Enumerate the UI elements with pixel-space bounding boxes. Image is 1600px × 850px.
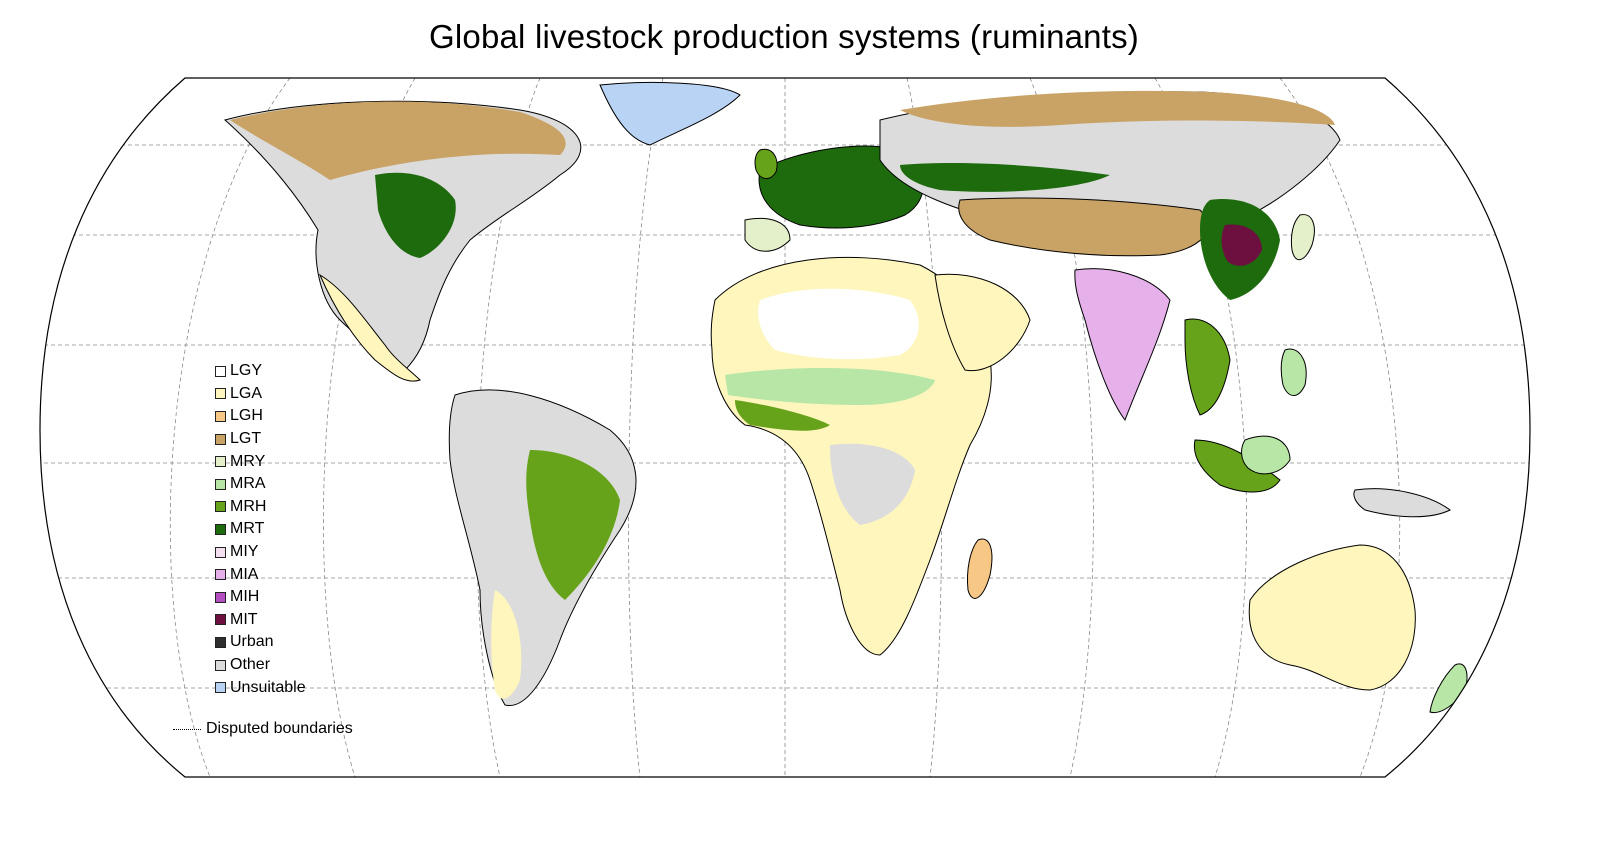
- legend-item: MRY: [215, 450, 306, 473]
- madagascar: [967, 538, 993, 599]
- new-zealand: [1429, 663, 1468, 714]
- legend-item: Urban: [215, 631, 306, 654]
- legend-label: Unsuitable: [230, 678, 306, 696]
- legend-item: MRA: [215, 473, 306, 496]
- legend-swatch: [215, 388, 226, 400]
- legend-item: LGT: [215, 428, 306, 451]
- greenland: [599, 81, 741, 146]
- legend-item: MIY: [215, 541, 306, 564]
- legend-swatch: [215, 682, 226, 694]
- map-title: Global livestock production systems (rum…: [429, 18, 1139, 55]
- legend-item: MRT: [215, 518, 306, 541]
- disputed-boundaries-label: Disputed boundaries: [206, 720, 353, 737]
- legend-label: MIA: [230, 565, 259, 583]
- iberia: [744, 217, 791, 252]
- us-crop-belt: [375, 172, 456, 258]
- legend-item: LGY: [215, 360, 306, 383]
- legend-item: MIH: [215, 586, 306, 609]
- legend-label: MRY: [230, 452, 266, 470]
- brazil-green: [526, 450, 620, 600]
- legend-item: MIT: [215, 609, 306, 632]
- legend-label: LGY: [230, 362, 263, 380]
- china-intensive: [1221, 224, 1262, 266]
- philippines: [1280, 348, 1307, 396]
- legend-label: MRH: [230, 497, 267, 515]
- legend-swatch: [215, 614, 226, 626]
- legend-swatch: [215, 659, 226, 671]
- legend-label: MRT: [230, 520, 265, 538]
- legend-swatch: [215, 636, 226, 648]
- legend-swatch: [215, 569, 226, 581]
- southeast-asia: [1184, 318, 1231, 416]
- british-isles: [754, 148, 778, 179]
- legend-item: Other: [215, 654, 306, 677]
- canada-north-band: [230, 101, 566, 180]
- dotted-line-icon: [173, 728, 201, 730]
- borneo: [1241, 435, 1291, 475]
- legend-label: MRA: [230, 475, 266, 493]
- legend-swatch: [215, 523, 226, 535]
- sahara: [758, 288, 919, 360]
- legend-label: Other: [230, 656, 271, 674]
- arabia: [934, 273, 1031, 372]
- new-guinea: [1353, 488, 1451, 518]
- mexico: [318, 273, 421, 382]
- legend-swatch: [215, 433, 226, 445]
- legend-item: MRH: [215, 496, 306, 519]
- legend-label: LGT: [230, 430, 262, 448]
- legend-swatch: [215, 478, 226, 490]
- legend-swatch: [215, 501, 226, 513]
- japan: [1290, 214, 1315, 260]
- legend-swatch: [215, 546, 226, 558]
- west-africa-green: [735, 400, 830, 431]
- disputed-boundaries-key: Disputed boundaries: [173, 720, 353, 738]
- legend-item: LGA: [215, 383, 306, 406]
- legend-item: MIA: [215, 563, 306, 586]
- sahel-green: [725, 368, 935, 405]
- legend-label: MIT: [230, 610, 258, 628]
- legend-label: LGH: [230, 407, 263, 425]
- legend-swatch: [215, 591, 226, 603]
- legend-label: Urban: [230, 633, 274, 651]
- europe: [758, 145, 924, 229]
- australia: [1248, 544, 1416, 691]
- legend-label: MIH: [230, 588, 260, 606]
- legend-swatch: [215, 410, 226, 422]
- siberia-band: [900, 90, 1335, 127]
- legend-item: LGH: [215, 405, 306, 428]
- legend-swatch: [215, 456, 226, 468]
- central-asia: [958, 197, 1209, 257]
- legend: LGY LGA LGH LGT MRY MRA MRH MRT MIY MIA MIH MIT Urba…: [215, 360, 306, 699]
- russia-green: [900, 163, 1110, 192]
- legend-label: MIY: [230, 543, 259, 561]
- continents: [223, 81, 1468, 714]
- indonesia: [1193, 439, 1281, 493]
- legend-item: Unsuitable: [215, 676, 306, 699]
- central-africa-grey: [830, 443, 915, 525]
- india: [1074, 268, 1171, 422]
- globe-outline: [39, 77, 1531, 778]
- legend-label: LGA: [230, 384, 263, 402]
- legend-swatch: [215, 365, 226, 377]
- argentina: [491, 590, 522, 699]
